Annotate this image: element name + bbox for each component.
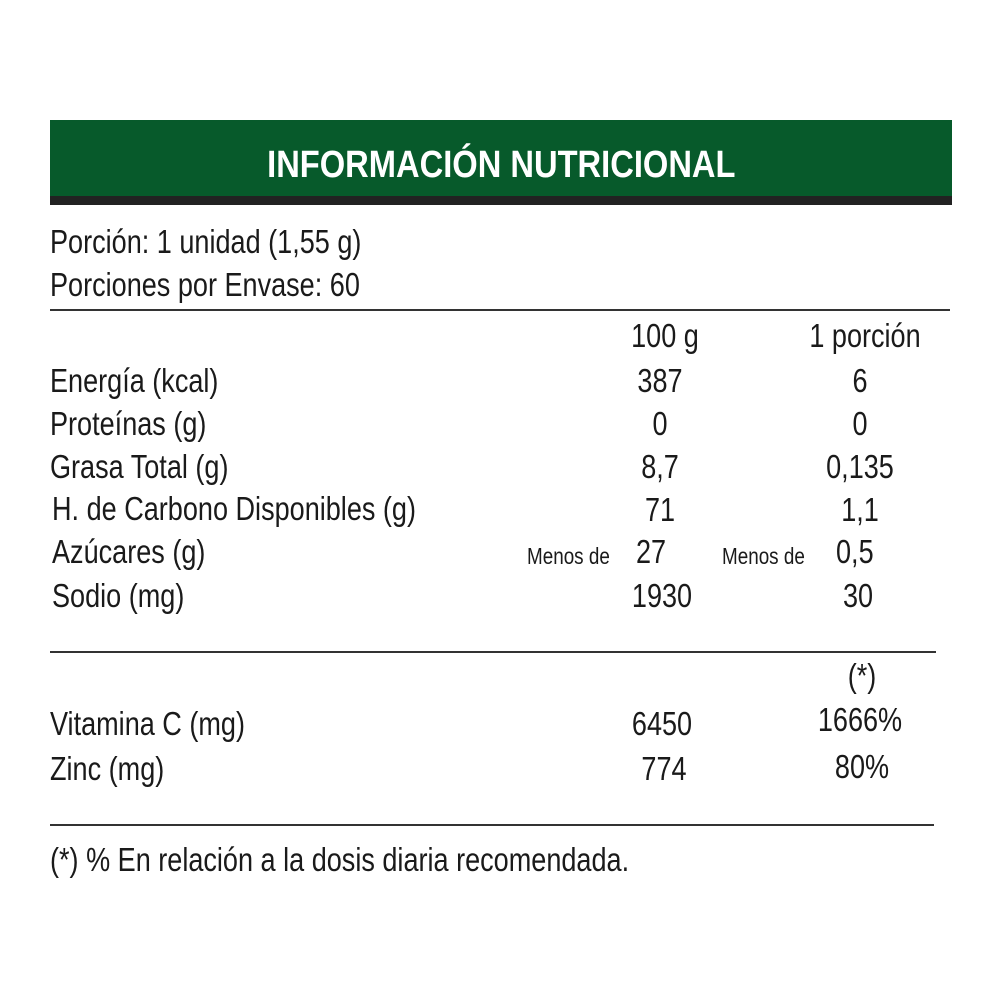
nutrient-100g: 1930 <box>631 577 693 614</box>
nutrient-portion: 0,135 <box>826 448 894 485</box>
percent-column-header: (*) <box>847 657 877 694</box>
header-bar <box>50 120 952 196</box>
micronutrient-100g: 6450 <box>631 705 693 742</box>
nutrient-100g: 0 <box>652 405 668 442</box>
column-header-portion: 1 porción <box>809 317 921 354</box>
label-title: INFORMACIÓN NUTRICIONAL <box>50 120 952 196</box>
nutrient-name: Grasa Total (g) <box>50 448 229 485</box>
nutrient-100g: 387 <box>637 362 683 399</box>
divider <box>50 651 936 653</box>
nutrient-name: Azúcares (g) <box>52 533 206 570</box>
nutrient-portion: 6 <box>852 362 868 399</box>
header-divider <box>50 196 952 205</box>
nutrient-portion: 0 <box>852 405 868 442</box>
nutrient-portion: 0,5 <box>836 533 874 570</box>
nutrient-name: H. de Carbono Disponibles (g) <box>52 490 416 527</box>
nutrient-100g: 8,7 <box>641 448 679 485</box>
nutrient-name: Energía (kcal) <box>50 362 219 399</box>
nutrient-name: Sodio (mg) <box>52 577 185 614</box>
less-than-prefix: Menos de <box>722 543 805 569</box>
divider <box>50 309 950 311</box>
less-than-prefix: Menos de <box>527 543 610 569</box>
title-text: INFORMACIÓN NUTRICIONAL <box>266 144 736 186</box>
nutrient-name: Proteínas (g) <box>50 405 207 442</box>
portion-text: Porción: 1 unidad (1,55 g) <box>50 223 362 260</box>
micronutrient-name: Zinc (mg) <box>50 750 165 787</box>
nutrient-portion: 30 <box>842 577 874 614</box>
micronutrient-percent: 1666% <box>817 701 903 738</box>
micronutrient-100g: 774 <box>641 750 687 787</box>
nutrient-100g: 27 <box>636 533 667 570</box>
micronutrient-name: Vitamina C (mg) <box>50 705 245 742</box>
nutrient-100g: 71 <box>644 491 676 528</box>
portions-per-package: Porciones por Envase: 60 <box>50 266 360 303</box>
nutrient-portion: 1,1 <box>841 491 879 528</box>
column-header-100g: 100 g <box>631 317 699 354</box>
divider <box>50 824 934 826</box>
footnote: (*) % En relación a la dosis diaria reco… <box>50 841 630 878</box>
micronutrient-percent: 80% <box>834 748 890 785</box>
